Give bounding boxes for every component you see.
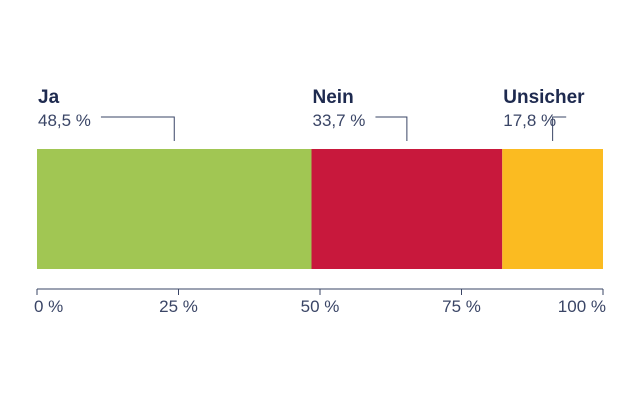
bar-segments — [37, 149, 603, 269]
category-label-unsicher: Unsicher — [503, 87, 585, 108]
x-tick-label: 0 % — [34, 297, 63, 316]
bar-segment-nein — [311, 149, 503, 269]
x-tick-label: 100 % — [558, 297, 606, 316]
x-axis: 0 % 25 % 50 % 75 % 100 % — [34, 288, 606, 316]
category-label-ja: Ja — [38, 87, 60, 108]
x-tick-label: 25 % — [159, 297, 198, 316]
bar-segment-ja — [37, 149, 312, 269]
x-tick-label: 50 % — [301, 297, 340, 316]
leader-line-ja — [100, 116, 175, 141]
value-label-nein: 33,7 % — [313, 111, 366, 130]
category-label-nein: Nein — [313, 87, 354, 108]
x-tick-label: 75 % — [442, 297, 481, 316]
leader-line-nein — [375, 116, 408, 141]
value-label-unsicher: 17,8 % — [503, 111, 556, 130]
segment-labels: Ja 48,5 % Nein 33,7 % Unsicher 17,8 % — [38, 87, 585, 141]
leader-line-unsicher — [552, 116, 567, 141]
value-label-ja: 48,5 % — [38, 111, 91, 130]
bar-segment-unsicher — [502, 149, 603, 269]
